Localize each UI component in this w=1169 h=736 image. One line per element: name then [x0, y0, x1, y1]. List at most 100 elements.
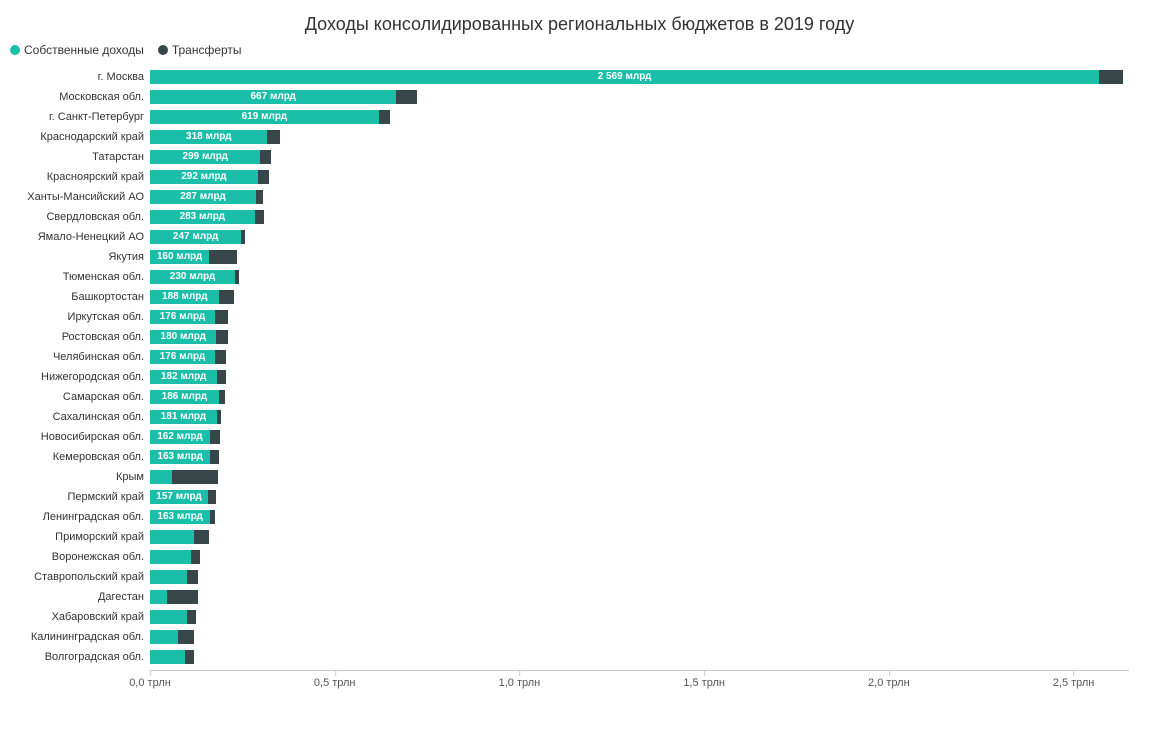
bar-segment-own: 182 млрд [150, 370, 217, 384]
category-label: Якутия [10, 251, 144, 263]
category-label: Башкортостан [10, 291, 144, 303]
bar-segment-own: 619 млрд [150, 110, 379, 124]
bar-segment-own: 188 млрд [150, 290, 219, 304]
chart-row: Кемеровская обл.163 млрд [150, 447, 1129, 466]
bar-segment-own: 162 млрд [150, 430, 210, 444]
bar-value-label: 667 млрд [246, 91, 299, 102]
bar-segment-own: 163 млрд [150, 510, 210, 524]
bar-segment-own [150, 550, 191, 564]
bar-segment-transfers [217, 370, 226, 384]
chart-row: Челябинская обл.176 млрд [150, 347, 1129, 366]
bar-value-label: 182 млрд [157, 371, 210, 382]
bar-value-label: 188 млрд [158, 291, 211, 302]
chart-row: Крым [150, 467, 1129, 486]
bar-value-label: 287 млрд [176, 191, 229, 202]
bar-track [150, 610, 1129, 624]
bar-value-label: 247 млрд [169, 231, 222, 242]
category-label: Сахалинская обл. [10, 411, 144, 423]
bar-track: 176 млрд [150, 310, 1129, 324]
bar-segment-own: 283 млрд [150, 210, 255, 224]
bar-segment-own: 163 млрд [150, 450, 210, 464]
bar-track: 186 млрд [150, 390, 1129, 404]
category-label: Татарстан [10, 151, 144, 163]
bar-segment-own: 292 млрд [150, 170, 258, 184]
chart-row: Красноярский край292 млрд [150, 167, 1129, 186]
bars-container: г. Москва2 569 млрдМосковская обл.667 мл… [150, 67, 1129, 666]
category-label: г. Москва [10, 71, 144, 83]
bar-segment-transfers [379, 110, 390, 124]
bar-segment-transfers [219, 390, 226, 404]
bar-segment-transfers [241, 230, 245, 244]
bar-segment-transfers [260, 150, 270, 164]
chart-row: Татарстан299 млрд [150, 147, 1129, 166]
bar-segment-transfers [185, 650, 194, 664]
chart-row: Воронежская обл. [150, 547, 1129, 566]
category-label: Ленинградская обл. [10, 511, 144, 523]
chart-row: Ставропольский край [150, 567, 1129, 586]
category-label: Волгоградская обл. [10, 651, 144, 663]
legend-swatch-own [10, 45, 20, 55]
bar-segment-transfers [209, 250, 237, 264]
bar-track: 292 млрд [150, 170, 1129, 184]
bar-track: 287 млрд [150, 190, 1129, 204]
bar-track: 283 млрд [150, 210, 1129, 224]
x-axis-tick: 2,0 трлн [868, 671, 910, 689]
bar-segment-transfers [396, 90, 416, 104]
chart-row: Хабаровский край [150, 607, 1129, 626]
chart-row: Ленинградская обл.163 млрд [150, 507, 1129, 526]
chart-row: Сахалинская обл.181 млрд [150, 407, 1129, 426]
bar-track: 163 млрд [150, 450, 1129, 464]
chart-row: Башкортостан188 млрд [150, 287, 1129, 306]
bar-value-label: 157 млрд [152, 491, 205, 502]
bar-value-label: 163 млрд [153, 511, 206, 522]
chart-row: Ямало-Ненецкий АО247 млрд [150, 227, 1129, 246]
bar-segment-transfers [215, 310, 228, 324]
bar-value-label: 180 млрд [157, 331, 210, 342]
bar-segment-transfers [217, 410, 221, 424]
bar-segment-own: 247 млрд [150, 230, 241, 244]
bar-segment-own: 230 млрд [150, 270, 235, 284]
bar-segment-own: 180 млрд [150, 330, 216, 344]
x-axis-tick: 1,0 трлн [499, 671, 541, 689]
bar-track: 182 млрд [150, 370, 1129, 384]
bar-value-label: 292 млрд [177, 171, 230, 182]
category-label: Новосибирская обл. [10, 431, 144, 443]
bar-track: 667 млрд [150, 90, 1129, 104]
bar-track: 162 млрд [150, 430, 1129, 444]
category-label: Воронежская обл. [10, 551, 144, 563]
x-axis-tick: 0,0 трлн [129, 671, 171, 689]
chart-row: Нижегородская обл.182 млрд [150, 367, 1129, 386]
chart-row: Якутия160 млрд [150, 247, 1129, 266]
x-axis-tick: 2,5 трлн [1053, 671, 1095, 689]
bar-value-label: 163 млрд [153, 451, 206, 462]
bar-track: 181 млрд [150, 410, 1129, 424]
category-label: Хабаровский край [10, 611, 144, 623]
bar-segment-own: 299 млрд [150, 150, 260, 164]
bar-segment-transfers [216, 330, 227, 344]
bar-segment-transfers [208, 490, 216, 504]
bar-track: 160 млрд [150, 250, 1129, 264]
chart-row: Новосибирская обл.162 млрд [150, 427, 1129, 446]
category-label: Московская обл. [10, 91, 144, 103]
bar-segment-transfers [255, 210, 264, 224]
bar-segment-own [150, 610, 187, 624]
bar-segment-transfers [219, 290, 234, 304]
legend-item-own: Собственные доходы [10, 43, 144, 57]
bar-value-label: 2 569 млрд [594, 71, 656, 82]
chart-title: Доходы консолидированных региональных бю… [10, 14, 1149, 35]
legend: Собственные доходы Трансферты [10, 43, 1149, 57]
bar-segment-own: 160 млрд [150, 250, 209, 264]
legend-label-own: Собственные доходы [24, 43, 144, 57]
chart-row: Краснодарский край318 млрд [150, 127, 1129, 146]
bar-segment-own: 176 млрд [150, 310, 215, 324]
category-label: Крым [10, 471, 144, 483]
category-label: Челябинская обл. [10, 351, 144, 363]
bar-value-label: 230 млрд [166, 271, 219, 282]
bar-segment-transfers [235, 270, 239, 284]
category-label: Тюменская обл. [10, 271, 144, 283]
bar-segment-transfers [267, 130, 280, 144]
category-label: Дагестан [10, 591, 144, 603]
category-label: Ставропольский край [10, 571, 144, 583]
chart-row: Калининградская обл. [150, 627, 1129, 646]
category-label: Краснодарский край [10, 131, 144, 143]
